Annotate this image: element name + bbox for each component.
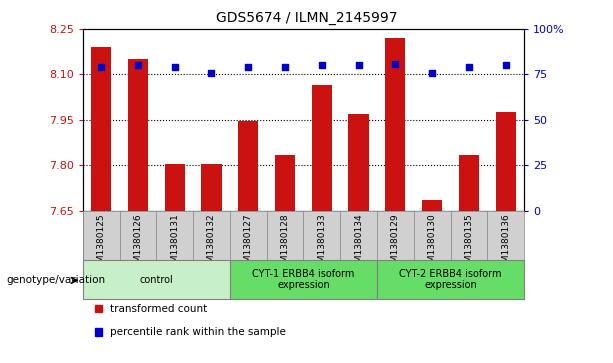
Point [207,70,216,76]
Bar [165,164,185,211]
Point [427,70,437,76]
Point [243,64,253,70]
Bar [459,155,479,211]
Bar [202,164,222,211]
Text: CYT-2 ERBB4 isoform
expression: CYT-2 ERBB4 isoform expression [399,269,502,290]
Bar [83,260,230,299]
Text: GSM1380127: GSM1380127 [244,213,253,274]
Bar [128,59,148,211]
Text: genotype/variation: genotype/variation [6,275,105,285]
Text: GSM1380125: GSM1380125 [97,213,105,274]
Text: CYT-1 ERBB4 isoform
expression: CYT-1 ERBB4 isoform expression [252,269,355,290]
Text: GSM1380131: GSM1380131 [170,213,179,274]
Bar [422,200,443,211]
Bar [385,38,406,211]
Text: GSM1380136: GSM1380136 [501,213,510,274]
Bar [312,85,332,211]
Text: GSM1380128: GSM1380128 [281,213,289,274]
Point [464,64,474,70]
Point [170,64,180,70]
Text: GSM1380133: GSM1380133 [318,213,326,274]
Point [354,62,364,68]
Text: GSM1380134: GSM1380134 [354,213,363,274]
Text: GDS5674 / ILMN_2145997: GDS5674 / ILMN_2145997 [216,11,397,25]
Bar [495,112,516,211]
Bar [238,121,259,211]
Text: transformed count: transformed count [110,303,207,314]
Text: GSM1380135: GSM1380135 [465,213,473,274]
Bar [230,260,377,299]
Point [133,62,143,68]
Point [280,64,290,70]
Text: percentile rank within the sample: percentile rank within the sample [110,327,286,337]
Bar [275,155,295,211]
Text: GSM1380132: GSM1380132 [207,213,216,274]
Point [96,64,106,70]
Point [501,62,511,68]
Text: GSM1380130: GSM1380130 [428,213,436,274]
Text: control: control [139,274,173,285]
Bar [91,47,112,211]
Text: GSM1380126: GSM1380126 [134,213,142,274]
Bar [348,114,369,211]
Bar [377,260,524,299]
Text: GSM1380129: GSM1380129 [391,213,400,274]
Point [317,62,327,68]
Point [390,61,400,66]
